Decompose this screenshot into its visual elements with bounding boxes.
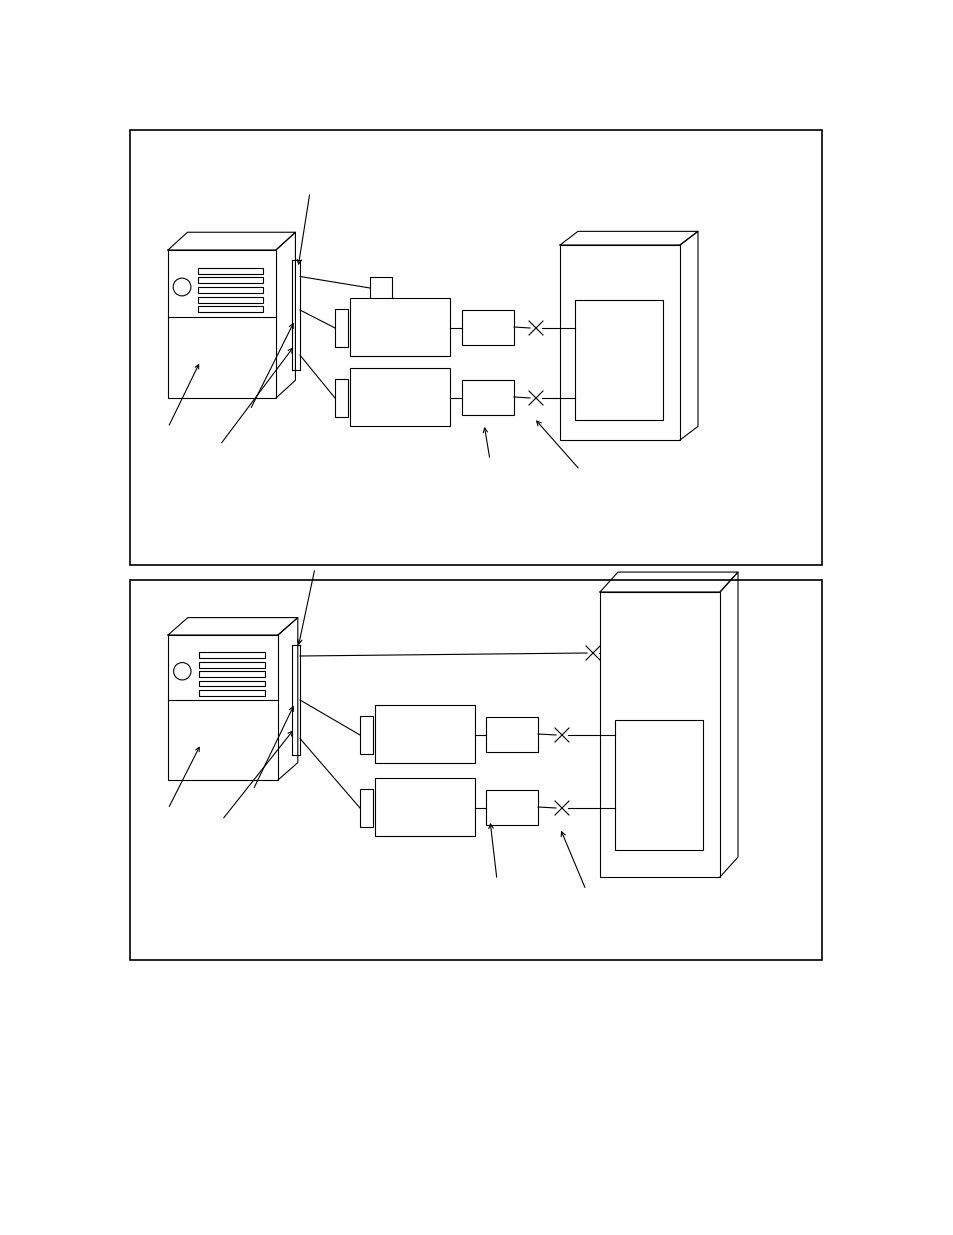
Bar [461,380,514,415]
Bar [599,592,720,877]
Bar [168,635,277,781]
Bar [615,720,702,850]
Bar [168,249,275,398]
Bar [461,310,514,345]
Bar [130,130,821,564]
Bar [198,287,263,293]
Bar [359,716,373,755]
Bar [375,705,475,763]
Bar [350,298,450,356]
Bar [198,652,265,658]
Bar [198,680,265,687]
Bar [359,789,373,827]
Bar [375,778,475,836]
Bar [370,277,392,299]
Bar [198,306,263,312]
Bar [575,300,662,420]
Bar [198,672,265,677]
Bar [198,268,263,274]
Bar [198,296,263,303]
Bar [198,662,265,668]
Bar [198,690,265,695]
Bar [485,718,537,752]
Bar [335,379,348,417]
Bar [335,309,348,347]
Bar [130,580,821,960]
Bar [485,790,537,825]
Bar [559,245,679,440]
Bar [350,368,450,426]
Bar [198,278,263,283]
